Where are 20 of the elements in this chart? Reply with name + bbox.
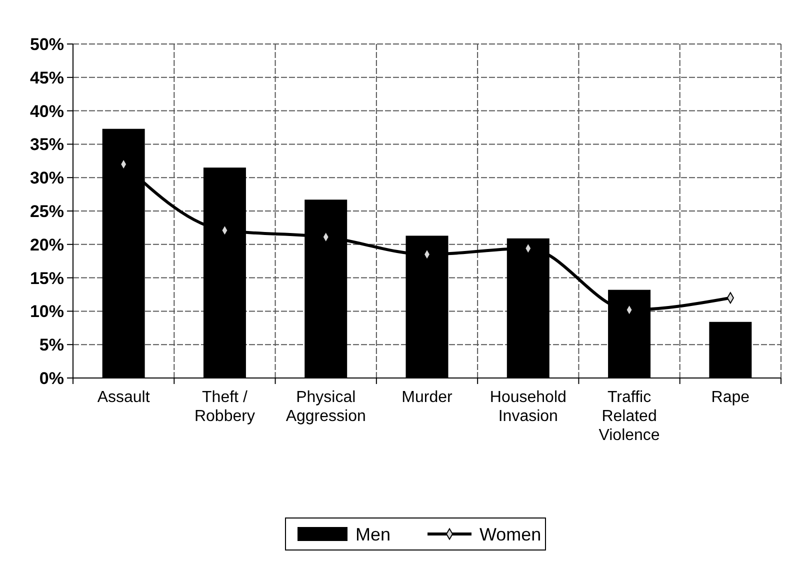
y-tick-label: 30% xyxy=(30,168,64,188)
y-tick-label: 35% xyxy=(30,135,64,154)
y-tick-label: 45% xyxy=(30,68,64,88)
legend-label: Men xyxy=(356,524,391,544)
x-tick-label: Assault xyxy=(97,389,150,406)
x-tick-label: Traffic Related Violence xyxy=(598,389,660,444)
legend-label: Women xyxy=(480,524,542,544)
y-tick-label: 50% xyxy=(30,34,64,54)
y-tick-label: 20% xyxy=(30,235,64,254)
y-tick-label: 0% xyxy=(39,368,64,388)
y-tick-label: 15% xyxy=(30,268,64,288)
x-tick-label: Household Invasion xyxy=(490,389,566,425)
y-tick-label: 5% xyxy=(39,336,64,355)
x-tick-label: Murder xyxy=(402,389,454,406)
y-tick-label: 10% xyxy=(30,302,64,322)
y-tick-label: 40% xyxy=(30,102,64,121)
x-tick-label: Physical Aggression xyxy=(286,389,366,425)
x-tick-label: Rape xyxy=(711,389,750,406)
y-tick-label: 25% xyxy=(30,202,64,221)
x-tick-label: Theft / Robbery xyxy=(194,389,255,425)
